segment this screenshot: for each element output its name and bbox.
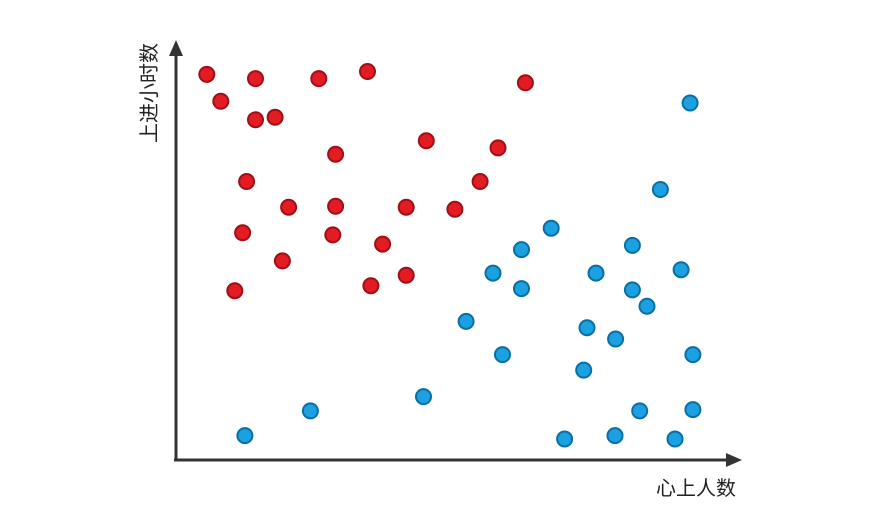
red-point-21 xyxy=(273,252,291,270)
blue-point-10 xyxy=(623,281,641,299)
blue-point-6 xyxy=(672,261,690,279)
blue-point-3 xyxy=(542,219,560,237)
red-point-22 xyxy=(226,282,244,300)
blue-point-21 xyxy=(684,401,702,419)
blue-point-5 xyxy=(513,241,530,259)
red-point-11 xyxy=(327,145,345,163)
x-axis-arrow xyxy=(726,453,742,467)
blue-point-13 xyxy=(578,319,596,337)
red-point-6 xyxy=(310,70,328,88)
red-point-14 xyxy=(280,198,298,216)
red-point-10 xyxy=(489,139,507,157)
blue-point-8 xyxy=(587,264,605,282)
red-point-5 xyxy=(266,108,284,126)
blue-point-17 xyxy=(575,361,593,379)
blue-point-23 xyxy=(556,430,574,448)
blue-point-19 xyxy=(301,402,319,420)
blue-point-14 xyxy=(607,330,625,348)
blue-point-7 xyxy=(484,264,502,282)
blue-point-2 xyxy=(651,181,669,198)
y-axis-label: 上进小时数 xyxy=(137,43,161,143)
red-point-4 xyxy=(247,111,264,129)
points-layer xyxy=(198,63,702,448)
x-axis-label: 心上人数 xyxy=(656,476,736,500)
red-point-9 xyxy=(417,132,435,150)
red-point-8 xyxy=(516,74,534,92)
red-point-23 xyxy=(362,277,380,295)
blue-point-9 xyxy=(513,280,530,298)
red-point-7 xyxy=(359,63,376,80)
red-point-1 xyxy=(198,65,216,83)
blue-point-12 xyxy=(457,312,475,330)
red-point-3 xyxy=(247,70,264,88)
red-point-17 xyxy=(446,200,464,218)
blue-point-11 xyxy=(638,297,656,315)
blue-point-22 xyxy=(236,427,254,445)
blue-point-1 xyxy=(681,94,699,112)
red-point-19 xyxy=(324,226,342,244)
blue-point-4 xyxy=(623,236,641,254)
red-point-2 xyxy=(212,92,230,110)
blue-point-15 xyxy=(494,346,511,364)
blue-point-16 xyxy=(684,346,702,364)
y-axis-arrow xyxy=(169,40,183,56)
red-point-18 xyxy=(234,224,252,242)
red-point-20 xyxy=(374,235,392,253)
red-point-13 xyxy=(471,173,489,190)
blue-point-18 xyxy=(415,388,432,406)
blue-point-25 xyxy=(666,430,684,448)
red-point-16 xyxy=(397,198,415,216)
blue-point-24 xyxy=(606,427,624,445)
blue-point-20 xyxy=(631,402,649,420)
red-point-12 xyxy=(238,173,256,190)
red-point-24 xyxy=(397,266,415,284)
red-point-15 xyxy=(327,197,345,215)
